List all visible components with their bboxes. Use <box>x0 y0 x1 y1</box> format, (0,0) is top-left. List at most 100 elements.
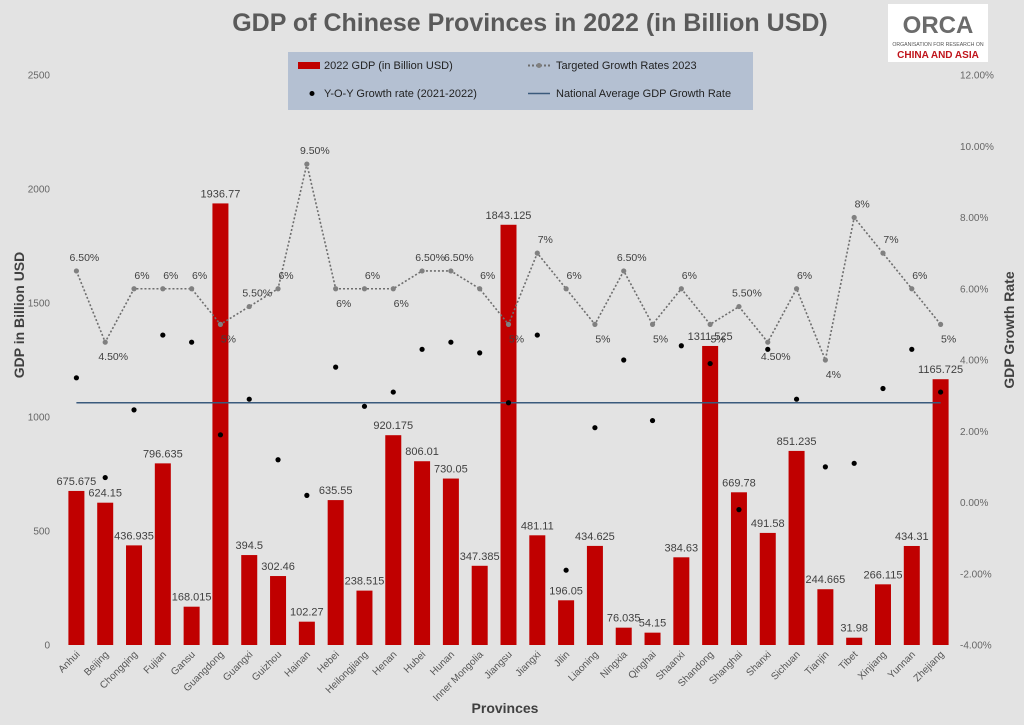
bar <box>442 478 459 645</box>
target-value-label: 6% <box>480 270 495 282</box>
target-value-label: 6% <box>134 270 149 282</box>
bar <box>586 545 603 645</box>
yoy-point <box>793 396 800 402</box>
target-value-label: 5% <box>221 333 236 345</box>
target-value-label: 6% <box>912 270 927 282</box>
yoy-point <box>937 389 944 395</box>
yoy-point <box>477 350 483 356</box>
left-axis-ticks: 0 500 1000 1500 2000 2500 <box>28 71 51 652</box>
legend: 2022 GDP (in Billion USD) Targeted Growt… <box>288 52 753 110</box>
y-tick-label: 2500 <box>28 71 51 82</box>
chart-title: GDP of Chinese Provinces in 2022 (in Bil… <box>232 9 828 37</box>
legend-label-national: National Average GDP Growth Rate <box>556 88 731 100</box>
logo-background <box>888 4 988 62</box>
bar-value-label: 266.115 <box>864 569 903 581</box>
target-value-label: 6.50% <box>444 252 474 264</box>
bar-value-label: 347.385 <box>460 551 500 563</box>
target-value-label: 4.50% <box>98 351 128 363</box>
target-point <box>275 286 281 292</box>
bar <box>385 435 402 645</box>
bar-value-label: 730.05 <box>434 464 468 476</box>
bar <box>414 461 431 645</box>
bar <box>903 545 920 645</box>
yoy-point <box>361 403 368 409</box>
bar <box>644 632 661 645</box>
target-point <box>707 321 713 327</box>
bar <box>615 627 632 645</box>
bar-value-label: 436.935 <box>114 530 154 542</box>
target-value-label: 6% <box>394 298 409 310</box>
target-line <box>73 161 944 363</box>
target-point <box>477 286 483 292</box>
bar-value-label: 675.675 <box>57 476 97 488</box>
y2-tick-label: 4.00% <box>960 356 988 367</box>
yoy-point <box>880 385 886 392</box>
target-point <box>505 321 512 327</box>
bar-value-label: 624.15 <box>88 488 122 500</box>
bar-value-label: 238.515 <box>345 576 385 588</box>
yoy-point <box>563 567 569 573</box>
logo: ORCA ORGANISATION FOR RESEARCH ON CHINA … <box>888 4 988 62</box>
bar-value-label: 920.175 <box>373 420 413 432</box>
bar <box>529 535 546 645</box>
yoy-point <box>822 464 828 470</box>
bar-value-label: 394.5 <box>235 540 263 552</box>
bar <box>183 606 200 645</box>
yoy-point <box>909 346 915 352</box>
legend-marker-yoy <box>309 91 315 96</box>
target-value-label: 5% <box>711 333 726 345</box>
bar-value-label: 796.635 <box>143 448 183 460</box>
bar-value-label: 851.235 <box>777 436 817 448</box>
target-value-label: 5% <box>509 333 524 345</box>
target-point <box>131 286 137 292</box>
target-point <box>822 357 828 363</box>
bar <box>846 637 863 645</box>
yoy-point <box>390 389 396 395</box>
y2-tick-label: 8.00% <box>960 213 988 224</box>
yoy-point <box>448 339 454 345</box>
yoy-point <box>851 460 857 466</box>
bar <box>874 584 891 645</box>
bar <box>702 345 719 645</box>
yoy-point <box>649 417 656 424</box>
target-value-label: 6.50% <box>70 252 100 264</box>
yoy-point <box>304 492 310 498</box>
yoy-point <box>678 343 684 349</box>
logo-name: ORCA <box>903 12 974 39</box>
target-value-label: 5% <box>653 333 668 345</box>
target-value-label: 6% <box>797 270 812 282</box>
right-axis-ticks: -4.00% -2.00% 0.00% 2.00% 4.00% 6.00% 8.00% 10.… <box>960 71 994 652</box>
yoy-point <box>160 332 166 338</box>
bar-value-label: 384.63 <box>665 542 699 554</box>
target-point <box>217 321 224 327</box>
y2-axis-title: GDP Growth Rate <box>1001 271 1017 388</box>
target-value-label: 6.50% <box>617 252 647 264</box>
bar <box>932 379 949 645</box>
bar <box>500 224 517 645</box>
yoy-points <box>73 332 944 573</box>
target-value-label: 6% <box>163 270 178 282</box>
bar-value-label: 244.665 <box>805 574 845 586</box>
target-value-label: 6% <box>336 298 351 310</box>
target-point <box>160 286 166 292</box>
legend-label-yoy: Y-O-Y Growth rate (2021-2022) <box>324 88 477 100</box>
yoy-point <box>275 457 281 463</box>
bar <box>730 492 747 645</box>
target-point <box>448 268 454 274</box>
target-point <box>73 268 80 274</box>
bar <box>154 463 171 645</box>
y-tick-label: 1500 <box>28 299 51 310</box>
target-point <box>361 286 368 292</box>
target-value-label: 6.50% <box>415 252 445 264</box>
target-value-label: 4.50% <box>761 351 791 363</box>
yoy-point <box>189 339 195 345</box>
bar <box>558 600 575 645</box>
yoy-point <box>621 357 627 363</box>
target-value-label: 5% <box>941 333 956 345</box>
y-tick-label: 2000 <box>28 185 51 196</box>
target-value-label: 5.50% <box>242 288 272 300</box>
yoy-point <box>736 507 742 513</box>
bar <box>126 545 143 645</box>
